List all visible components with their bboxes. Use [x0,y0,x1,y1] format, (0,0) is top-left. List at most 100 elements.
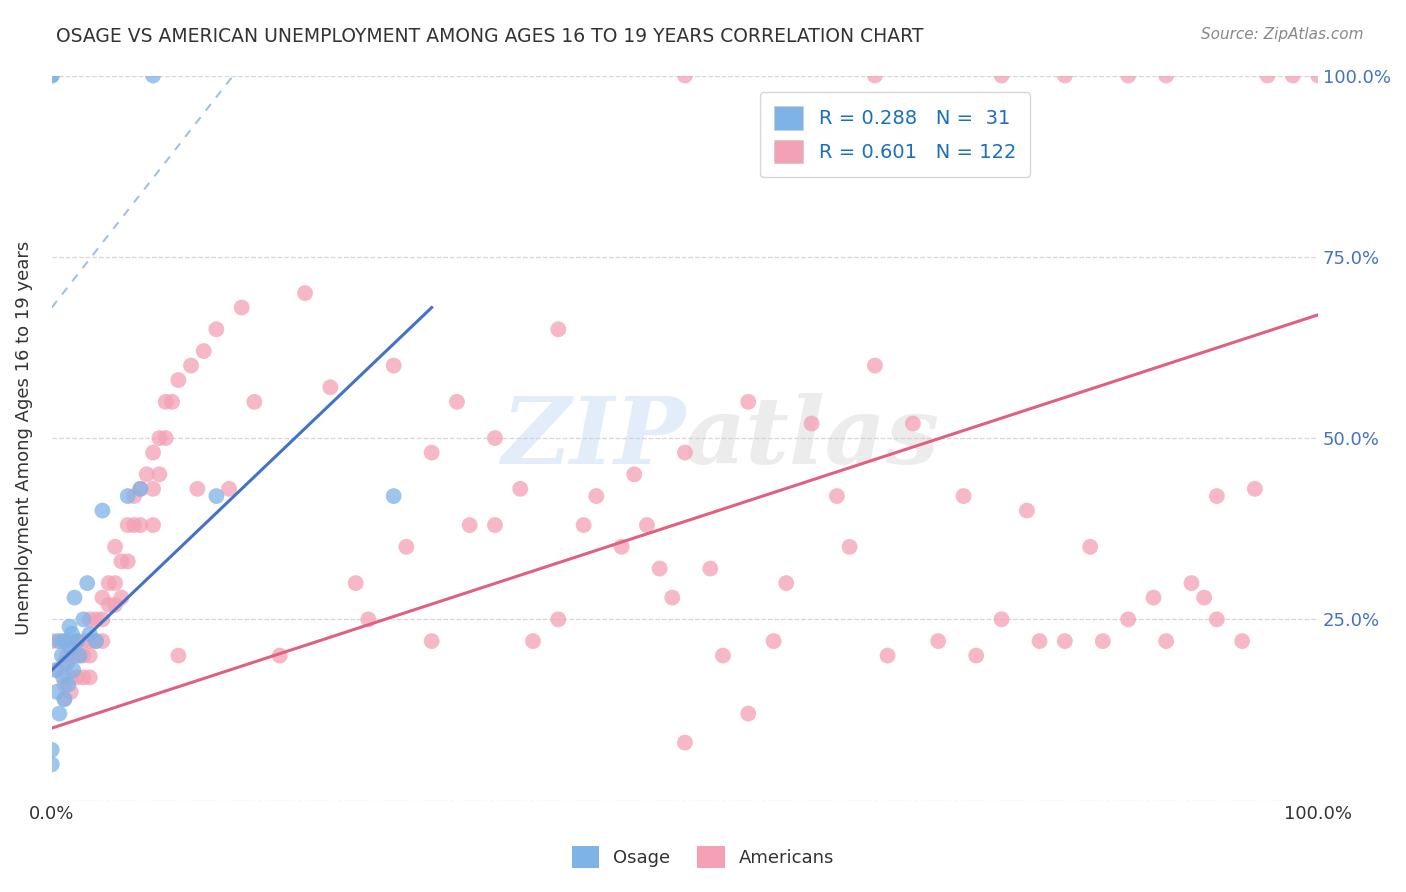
Point [91,591,114,605]
Point [76,576,98,591]
Point [484,518,506,533]
Point [117,489,139,503]
Point [46,634,69,648]
Point [59,670,82,684]
Point [41,757,63,772]
Point [585,489,607,503]
Point [79,670,101,684]
Text: atlas: atlas [685,393,941,483]
Point [58,619,80,633]
Point [53,656,76,670]
Point [129,518,152,533]
Point [110,591,132,605]
Point [737,706,759,721]
Point [243,394,266,409]
Point [762,634,785,648]
Point [84,634,107,648]
Text: OSAGE VS AMERICAN UNEMPLOYMENT AMONG AGES 16 TO 19 YEARS CORRELATION CHART: OSAGE VS AMERICAN UNEMPLOYMENT AMONG AGE… [56,27,924,45]
Point [167,373,190,387]
Point [167,648,190,663]
Point [218,482,240,496]
Point [1091,634,1114,648]
Point [1205,489,1227,503]
Point [48,706,70,721]
Point [91,612,114,626]
Point [1116,612,1139,626]
Point [66,648,89,663]
Point [952,489,974,503]
Point [319,380,342,394]
Point [876,648,898,663]
Point [79,612,101,626]
Point [1180,576,1202,591]
Point [1154,69,1177,83]
Text: Source: ZipAtlas.com: Source: ZipAtlas.com [1201,27,1364,42]
Point [927,634,949,648]
Point [863,69,886,83]
Point [155,431,177,445]
Point [1154,634,1177,648]
Point [122,518,145,533]
Point [56,648,79,663]
Point [62,663,84,677]
Point [117,554,139,568]
Point [53,634,76,648]
Point [135,467,157,482]
Point [53,692,76,706]
Point [104,540,127,554]
Point [269,648,291,663]
Point [60,627,83,641]
Point [1192,591,1215,605]
Point [84,612,107,626]
Point [623,467,645,482]
Point [104,576,127,591]
Legend: Osage, Americans: Osage, Americans [561,835,845,879]
Point [129,482,152,496]
Point [45,663,67,677]
Point [382,489,405,503]
Point [484,431,506,445]
Point [661,591,683,605]
Point [142,518,165,533]
Point [79,634,101,648]
Point [990,612,1012,626]
Point [344,576,367,591]
Point [148,467,170,482]
Point [53,692,76,706]
Legend: R = 0.288   N =  31, R = 0.601   N = 122: R = 0.288 N = 31, R = 0.601 N = 122 [761,93,1029,177]
Point [63,591,86,605]
Point [420,445,443,459]
Point [59,685,82,699]
Point [72,612,94,626]
Point [72,634,94,648]
Point [66,634,89,648]
Point [193,344,215,359]
Point [1028,634,1050,648]
Point [838,540,860,554]
Point [79,648,101,663]
Point [66,670,89,684]
Point [775,576,797,591]
Point [737,394,759,409]
Point [1205,612,1227,626]
Point [41,743,63,757]
Point [79,627,101,641]
Point [1230,634,1253,648]
Point [547,612,569,626]
Point [522,634,544,648]
Point [97,598,120,612]
Point [66,634,89,648]
Y-axis label: Unemployment Among Ages 16 to 19 years: Unemployment Among Ages 16 to 19 years [15,241,32,635]
Point [142,69,165,83]
Point [800,417,823,431]
Point [72,670,94,684]
Point [901,417,924,431]
Point [382,359,405,373]
Point [825,489,848,503]
Point [148,431,170,445]
Point [610,540,633,554]
Point [117,518,139,533]
Point [58,677,80,691]
Point [395,540,418,554]
Point [84,634,107,648]
